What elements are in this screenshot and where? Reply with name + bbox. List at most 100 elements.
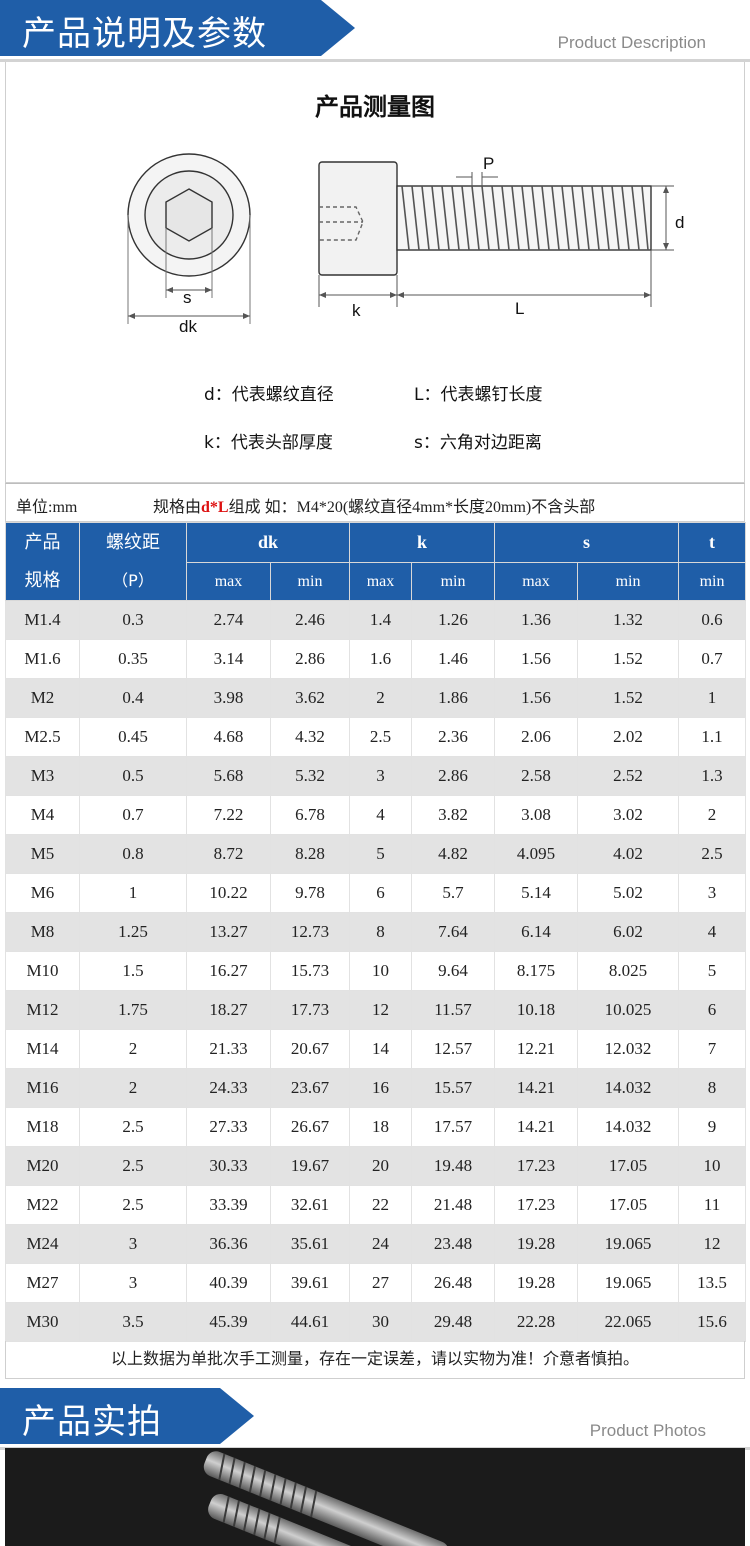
table-row: M30 3.5 45.39 44.61 30 29.48 22.28 22.065 15.6 [5, 1302, 747, 1342]
table-cell: 0.7 [678, 639, 747, 679]
table-cell: 1 [678, 678, 747, 718]
table-cell: 19.065 [577, 1224, 680, 1264]
section-title: 产品说明及参数 [22, 14, 267, 54]
table-cell: 8 [349, 912, 412, 952]
table-cell: 0.45 [79, 717, 187, 757]
table-cell: 2 [678, 795, 747, 835]
table-cell: M14 [5, 1029, 80, 1069]
table-cell: 26.48 [410, 1263, 496, 1303]
table-cell: 5.02 [577, 873, 680, 913]
table-cell: 1.36 [494, 600, 579, 640]
table-cell: 30 [349, 1302, 412, 1342]
table-cell: 1.75 [79, 990, 187, 1030]
table-row: M3 0.5 5.68 5.32 3 2.86 2.58 2.52 1.3 [5, 756, 747, 796]
table-cell: 22 [349, 1185, 412, 1225]
table-cell: M16 [5, 1068, 80, 1108]
header-t: t [678, 522, 747, 563]
table-cell: 1.26 [410, 600, 496, 640]
table-row: M4 0.7 7.22 6.78 4 3.82 3.08 3.02 2 [5, 795, 747, 835]
table-cell: 19.065 [577, 1263, 680, 1303]
header-dk-min: min [270, 562, 350, 601]
table-cell: 1.52 [577, 639, 680, 679]
table-row: M22 2.5 33.39 32.61 22 21.48 17.23 17.05 11 [5, 1185, 747, 1225]
table-cell: 23.67 [270, 1068, 350, 1108]
section-title: 产品实拍 [22, 1402, 162, 1442]
table-cell: 1.1 [678, 717, 747, 757]
table-cell: M1.6 [5, 639, 80, 679]
screw-head-side [318, 161, 398, 276]
table-row: M16 2 24.33 23.67 16 15.57 14.21 14.032 8 [5, 1068, 747, 1108]
table-cell: 5 [349, 834, 412, 874]
table-cell: 4 [349, 795, 412, 835]
table-row: M12 1.75 18.27 17.73 12 11.57 10.18 10.025 6 [5, 990, 747, 1030]
table-cell: 19.28 [494, 1263, 579, 1303]
spec-rule: 规格由d*L组成 如：M4*20(螺纹直径4mm*长度20mm)不含头部 [153, 499, 596, 516]
legend-d: d：代表螺纹直径 [204, 385, 334, 405]
table-cell: 1.3 [678, 756, 747, 796]
table-cell: 19.28 [494, 1224, 579, 1264]
table-cell: 20.67 [270, 1029, 350, 1069]
thread-lines [401, 185, 649, 251]
table-cell: 35.61 [270, 1224, 350, 1264]
table-cell: 9 [678, 1107, 747, 1147]
table-cell: M27 [5, 1263, 80, 1303]
header-spec: 产品 规格 [5, 522, 80, 601]
table-cell: 2.02 [577, 717, 680, 757]
table-cell: 8.025 [577, 951, 680, 991]
table-cell: 14.032 [577, 1068, 680, 1108]
table-cell: 4.32 [270, 717, 350, 757]
table-cell: 12.032 [577, 1029, 680, 1069]
table-row: M1.4 0.3 2.74 2.46 1.4 1.26 1.36 1.32 0.6 [5, 600, 747, 640]
table-cell: 6.14 [494, 912, 579, 952]
table-cell: 12.73 [270, 912, 350, 952]
table-cell: 3 [349, 756, 412, 796]
table-cell: 9.64 [410, 951, 496, 991]
table-cell: M30 [5, 1302, 80, 1342]
spec-line: 单位:mm 规格由d*L组成 如：M4*20(螺纹直径4mm*长度20mm)不含… [5, 483, 745, 522]
label-k: k [352, 301, 361, 320]
table-cell: 7 [678, 1029, 747, 1069]
table-row: M6 1 10.22 9.78 6 5.7 5.14 5.02 3 [5, 873, 747, 913]
table-cell: 15.6 [678, 1302, 747, 1342]
table-cell: M8 [5, 912, 80, 952]
section-banner-description: 产品说明及参数 Product Description [0, 0, 750, 62]
table-cell: 22.065 [577, 1302, 680, 1342]
table-cell: 3 [79, 1224, 187, 1264]
table-cell: 8.28 [270, 834, 350, 874]
table-cell: 4.095 [494, 834, 579, 874]
table-row: M20 2.5 30.33 19.67 20 19.48 17.23 17.05 10 [5, 1146, 747, 1186]
label-s: s [183, 288, 192, 307]
divider [0, 59, 750, 62]
table-cell: 2.46 [270, 600, 350, 640]
table-cell: 6.02 [577, 912, 680, 952]
measurement-diagram: 产品测量图 [5, 62, 745, 483]
table-cell: 3 [79, 1263, 187, 1303]
table-cell: 2.06 [494, 717, 579, 757]
table-cell: 4 [678, 912, 747, 952]
table-row: M1.6 0.35 3.14 2.86 1.6 1.46 1.56 1.52 0.7 [5, 639, 747, 679]
table-cell: 5.7 [410, 873, 496, 913]
table-cell: 18.27 [186, 990, 271, 1030]
table-cell: 2.5 [349, 717, 412, 757]
table-cell: 0.7 [79, 795, 187, 835]
table-cell: M6 [5, 873, 80, 913]
header-s-max: max [494, 562, 579, 601]
table-cell: 17.23 [494, 1185, 579, 1225]
table-cell: 4.02 [577, 834, 680, 874]
table-cell: 8.72 [186, 834, 271, 874]
legend-s: s：六角对边距离 [414, 433, 542, 453]
header-dk-max: max [186, 562, 271, 601]
table-cell: 2.5 [79, 1107, 187, 1147]
table-cell: 0.4 [79, 678, 187, 718]
hex-socket [165, 188, 213, 242]
table-cell: 24 [349, 1224, 412, 1264]
table-cell: 5.68 [186, 756, 271, 796]
table-row: M27 3 40.39 39.61 27 26.48 19.28 19.065 13.5 [5, 1263, 747, 1303]
table-cell: 2.52 [577, 756, 680, 796]
table-cell: M20 [5, 1146, 80, 1186]
table-cell: 3.14 [186, 639, 271, 679]
table-cell: 1.86 [410, 678, 496, 718]
table-cell: 1.5 [79, 951, 187, 991]
table-cell: 10 [349, 951, 412, 991]
header-dk: dk [186, 522, 350, 563]
